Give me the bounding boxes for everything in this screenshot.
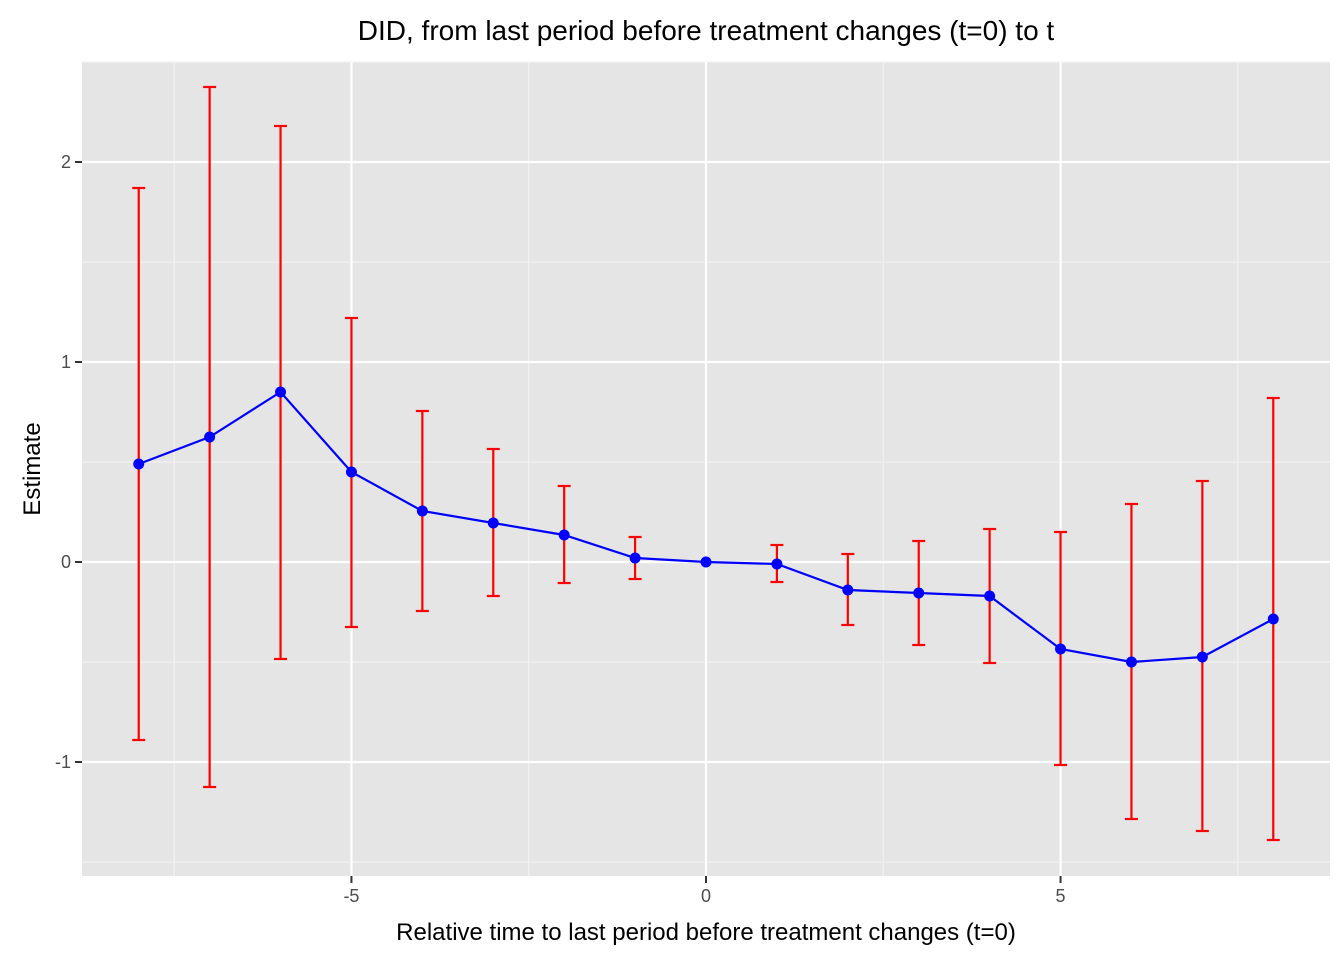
x-axis-ticks: -5 0 5 [343,876,1066,906]
major-gridlines [82,62,1330,876]
data-points [133,386,1279,668]
y-axis-title: Estimate [19,422,46,515]
x-tick-label: -5 [343,886,359,906]
x-axis-title: Relative time to last period before trea… [396,919,1016,946]
data-point [700,556,712,568]
y-tick-label: -1 [55,752,71,772]
x-tick-label: 0 [701,886,711,906]
data-point [984,590,996,602]
data-point [842,584,854,596]
data-point [1196,651,1208,663]
y-tick-label: 0 [61,552,71,572]
data-point [1267,613,1279,625]
data-point [913,587,925,599]
y-axis-ticks: -1 0 1 2 [55,152,82,772]
chart-title: DID, from last period before treatment c… [358,15,1055,46]
data-point [629,552,641,564]
data-point [1125,656,1137,668]
y-tick-label: 2 [61,152,71,172]
data-point [275,386,287,398]
data-point [133,458,145,470]
x-tick-label: 5 [1056,886,1066,906]
error-bars [132,85,1280,842]
data-point [487,517,499,529]
data-point [1055,643,1067,655]
data-point [771,558,783,570]
data-point [558,529,570,541]
y-tick-label: 1 [61,352,71,372]
data-point [204,431,216,443]
data-point [416,505,428,517]
data-point [345,466,357,478]
